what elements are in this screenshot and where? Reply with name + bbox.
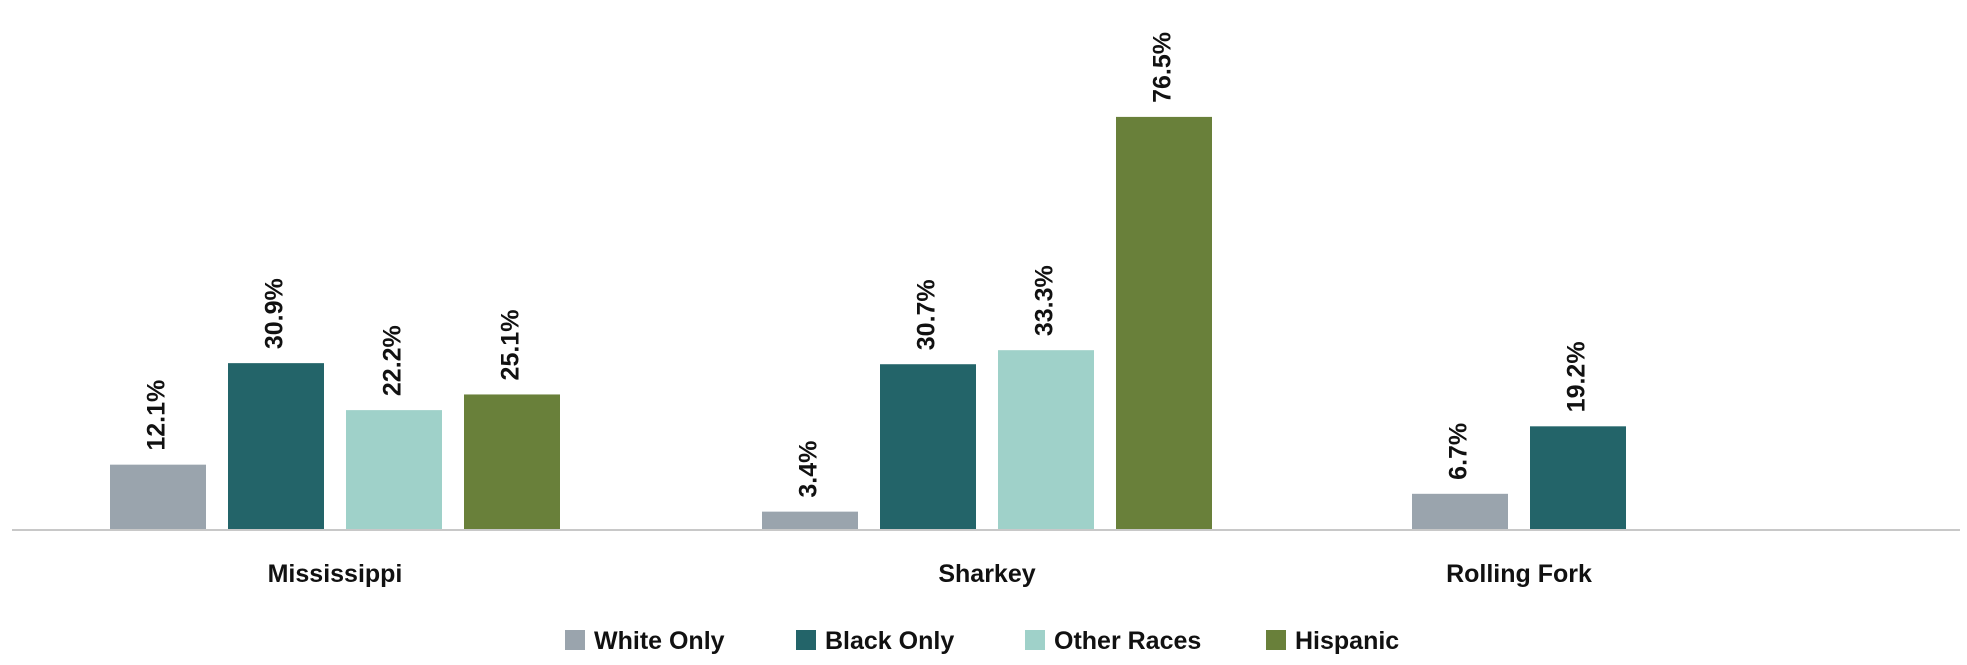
- bar-sharkey-other-races: [998, 350, 1094, 530]
- data-label-sharkey-other-races: 33.3%: [1031, 265, 1059, 336]
- bars-layer: [110, 116, 1626, 531]
- bar-mississippi-hispanic: [464, 394, 560, 530]
- category-label-mississippi: Mississippi: [268, 560, 403, 588]
- legend-swatch-hispanic: [1266, 630, 1286, 650]
- data-label-mississippi-hispanic: 25.1%: [497, 310, 525, 381]
- bar-sharkey-white-only: [762, 511, 858, 530]
- data-labels-layer: 12.1% 30.9% 22.2% 25.1% 3.4% 30.7% 33.3% 76.5% 6…: [143, 32, 1591, 498]
- data-label-sharkey-white-only: 3.4%: [795, 441, 823, 498]
- bar-mississippi-white-only: [110, 464, 206, 530]
- data-label-sharkey-hispanic: 76.5%: [1149, 32, 1177, 103]
- bar-sharkey-black-only: [880, 364, 976, 530]
- data-label-sharkey-black-only: 30.7%: [913, 279, 941, 350]
- category-label-rolling-fork: Rolling Fork: [1446, 560, 1592, 588]
- data-label-mississippi-white-only: 12.1%: [143, 380, 171, 451]
- category-label-sharkey: Sharkey: [938, 560, 1035, 588]
- data-label-mississippi-other-races: 22.2%: [379, 325, 407, 396]
- data-label-rolling-fork-black-only: 19.2%: [1563, 341, 1591, 412]
- legend-label-black-only: Black Only: [825, 627, 954, 655]
- bar-sharkey-hispanic: [1116, 116, 1212, 531]
- legend-swatch-white-only: [565, 630, 585, 650]
- legend-swatch-black-only: [796, 630, 816, 650]
- bar-mississippi-black-only: [228, 363, 324, 530]
- data-label-rolling-fork-white-only: 6.7%: [1445, 423, 1473, 480]
- legend: White Only Black Only Other Races Hispanic: [565, 627, 1399, 655]
- bar-rolling-fork-black-only: [1530, 426, 1626, 530]
- legend-swatch-other-races: [1025, 630, 1045, 650]
- legend-label-hispanic: Hispanic: [1295, 627, 1399, 655]
- legend-label-other-races: Other Races: [1054, 627, 1201, 655]
- bar-mississippi-other-races: [346, 410, 442, 530]
- bar-rolling-fork-white-only: [1412, 493, 1508, 530]
- legend-label-white-only: White Only: [594, 627, 725, 655]
- data-label-mississippi-black-only: 30.9%: [261, 278, 289, 349]
- category-labels-layer: Mississippi Sharkey Rolling Fork: [268, 560, 1592, 588]
